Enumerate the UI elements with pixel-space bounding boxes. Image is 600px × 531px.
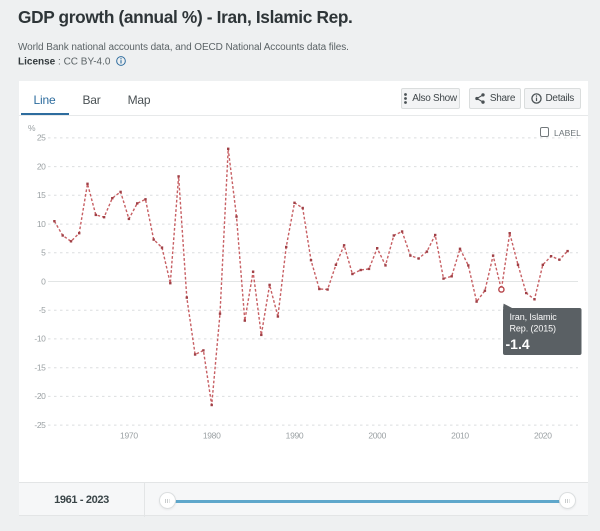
svg-text:2010: 2010: [451, 431, 469, 441]
svg-text:5: 5: [41, 248, 46, 258]
svg-text:-20: -20: [34, 391, 46, 401]
svg-text:-10: -10: [34, 334, 46, 344]
svg-text:15: 15: [37, 190, 46, 200]
svg-text:-15: -15: [34, 363, 46, 373]
svg-text:-25: -25: [34, 420, 46, 430]
svg-text:Iran, Islamic: Iran, Islamic: [510, 312, 558, 322]
svg-text:-5: -5: [39, 305, 46, 315]
svg-text:25: 25: [37, 133, 46, 143]
svg-text:1970: 1970: [120, 431, 138, 441]
svg-text:%: %: [28, 123, 36, 133]
svg-text:-1.4: -1.4: [506, 336, 530, 352]
svg-text:2020: 2020: [534, 431, 552, 441]
svg-text:Rep. (2015): Rep. (2015): [510, 324, 557, 334]
svg-text:1980: 1980: [203, 431, 221, 441]
svg-text:10: 10: [37, 219, 46, 229]
svg-text:2000: 2000: [368, 431, 386, 441]
svg-text:20: 20: [37, 161, 46, 171]
svg-text:0: 0: [41, 276, 46, 286]
svg-text:1990: 1990: [286, 431, 304, 441]
